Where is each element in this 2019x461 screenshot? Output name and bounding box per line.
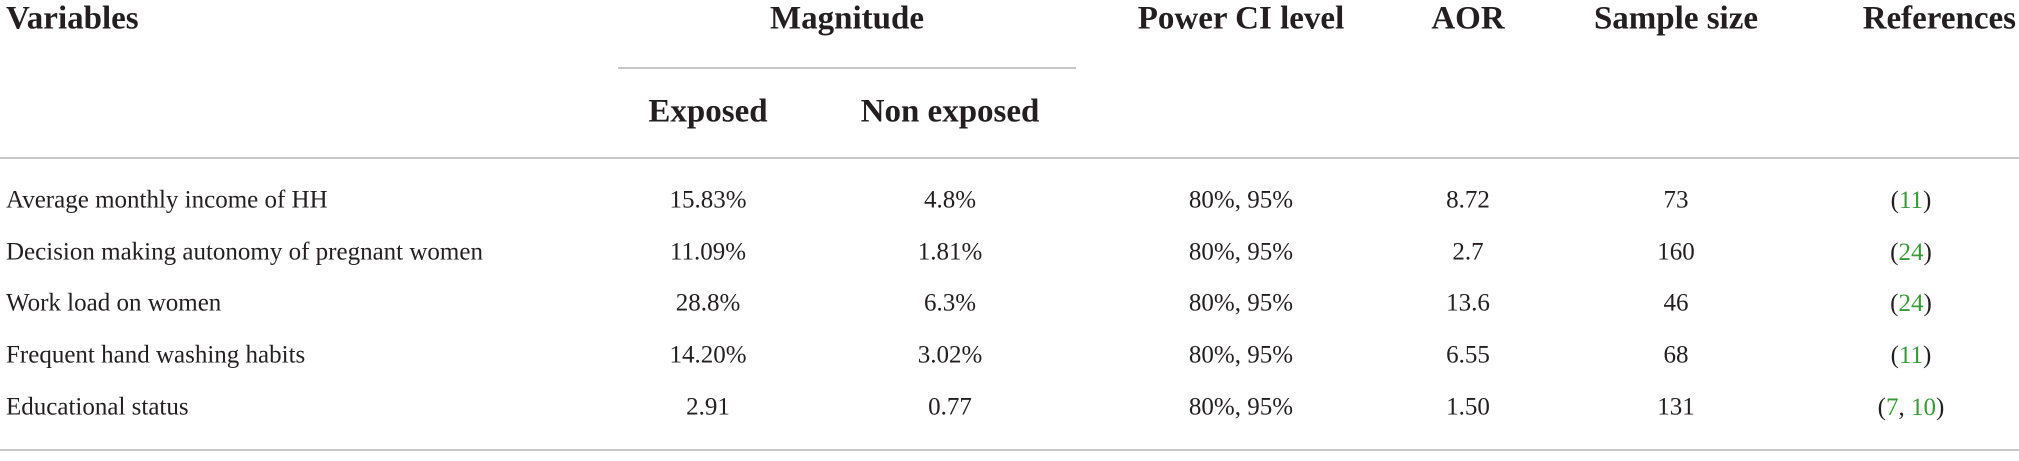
header-cell: Exposed (648, 94, 767, 130)
header-cell: References (1863, 1, 2016, 37)
reference-link: 7 (1886, 394, 1899, 421)
header-cell: Non exposed (861, 94, 1040, 130)
punctuation: ( (1891, 342, 1899, 369)
reference-link: 11 (1899, 187, 1923, 214)
cell: 3.02% (918, 342, 983, 369)
cell: 6.55 (1446, 342, 1490, 369)
cell: 0.77 (928, 394, 972, 421)
cell: 11.09% (670, 239, 746, 266)
cell: 80%, 95% (1189, 290, 1293, 317)
row-label: Work load on women (6, 290, 222, 317)
punctuation: ) (1936, 394, 1944, 421)
punctuation: ( (1891, 187, 1899, 214)
table-body: Average monthly income of HH 15.83% 4.8% 80… (6, 187, 1944, 421)
cell: 2.7 (1452, 239, 1483, 266)
cell: 28.8% (676, 290, 741, 317)
reference-cell: (11) (1891, 187, 1932, 214)
cell: 68 (1664, 342, 1689, 369)
row-label: Average monthly income of HH (6, 187, 328, 214)
cell: 1.81% (918, 239, 983, 266)
header-cell: Magnitude (770, 1, 924, 37)
cell: 80%, 95% (1189, 239, 1293, 266)
reference-link: 11 (1899, 342, 1923, 369)
cell: 1.50 (1446, 394, 1490, 421)
cell: 14.20% (669, 342, 746, 369)
header-cell: Sample size (1594, 1, 1758, 37)
reference-link: 24 (1899, 239, 1925, 266)
punctuation: ) (1923, 187, 1931, 214)
cell: 80%, 95% (1189, 187, 1293, 214)
reference-cell: (24) (1890, 290, 1932, 317)
punctuation: ( (1890, 290, 1898, 317)
cell: 73 (1664, 187, 1689, 214)
reference-cell: (11) (1891, 342, 1932, 369)
reference-cell: (24) (1890, 239, 1932, 266)
header-cell: Power CI level (1138, 1, 1345, 37)
punctuation: ) (1923, 342, 1931, 369)
cell: 2.91 (686, 394, 730, 421)
cell: 15.83% (669, 187, 746, 214)
punctuation: , (1899, 394, 1912, 421)
cell: 46 (1664, 290, 1689, 317)
row-label: Educational status (6, 394, 189, 421)
cell: 13.6 (1446, 290, 1490, 317)
cell: 80%, 95% (1189, 394, 1293, 421)
cell: 160 (1657, 239, 1695, 266)
cell: 4.8% (924, 187, 976, 214)
reference-link: 10 (1911, 394, 1936, 421)
punctuation: ) (1924, 239, 1932, 266)
reference-link: 24 (1899, 290, 1925, 317)
row-label: Decision making autonomy of pregnant wom… (6, 239, 483, 266)
cell: 8.72 (1446, 187, 1490, 214)
punctuation: ( (1878, 394, 1886, 421)
cell: 131 (1657, 394, 1695, 421)
header-cell: Variables (6, 1, 139, 37)
cell: 80%, 95% (1189, 342, 1293, 369)
row-label: Frequent hand washing habits (6, 342, 305, 369)
reference-cell: (7, 10) (1878, 394, 1945, 421)
cell: 6.3% (924, 290, 976, 317)
header-cell: AOR (1431, 1, 1506, 37)
punctuation: ) (1924, 290, 1932, 317)
punctuation: ( (1890, 239, 1898, 266)
